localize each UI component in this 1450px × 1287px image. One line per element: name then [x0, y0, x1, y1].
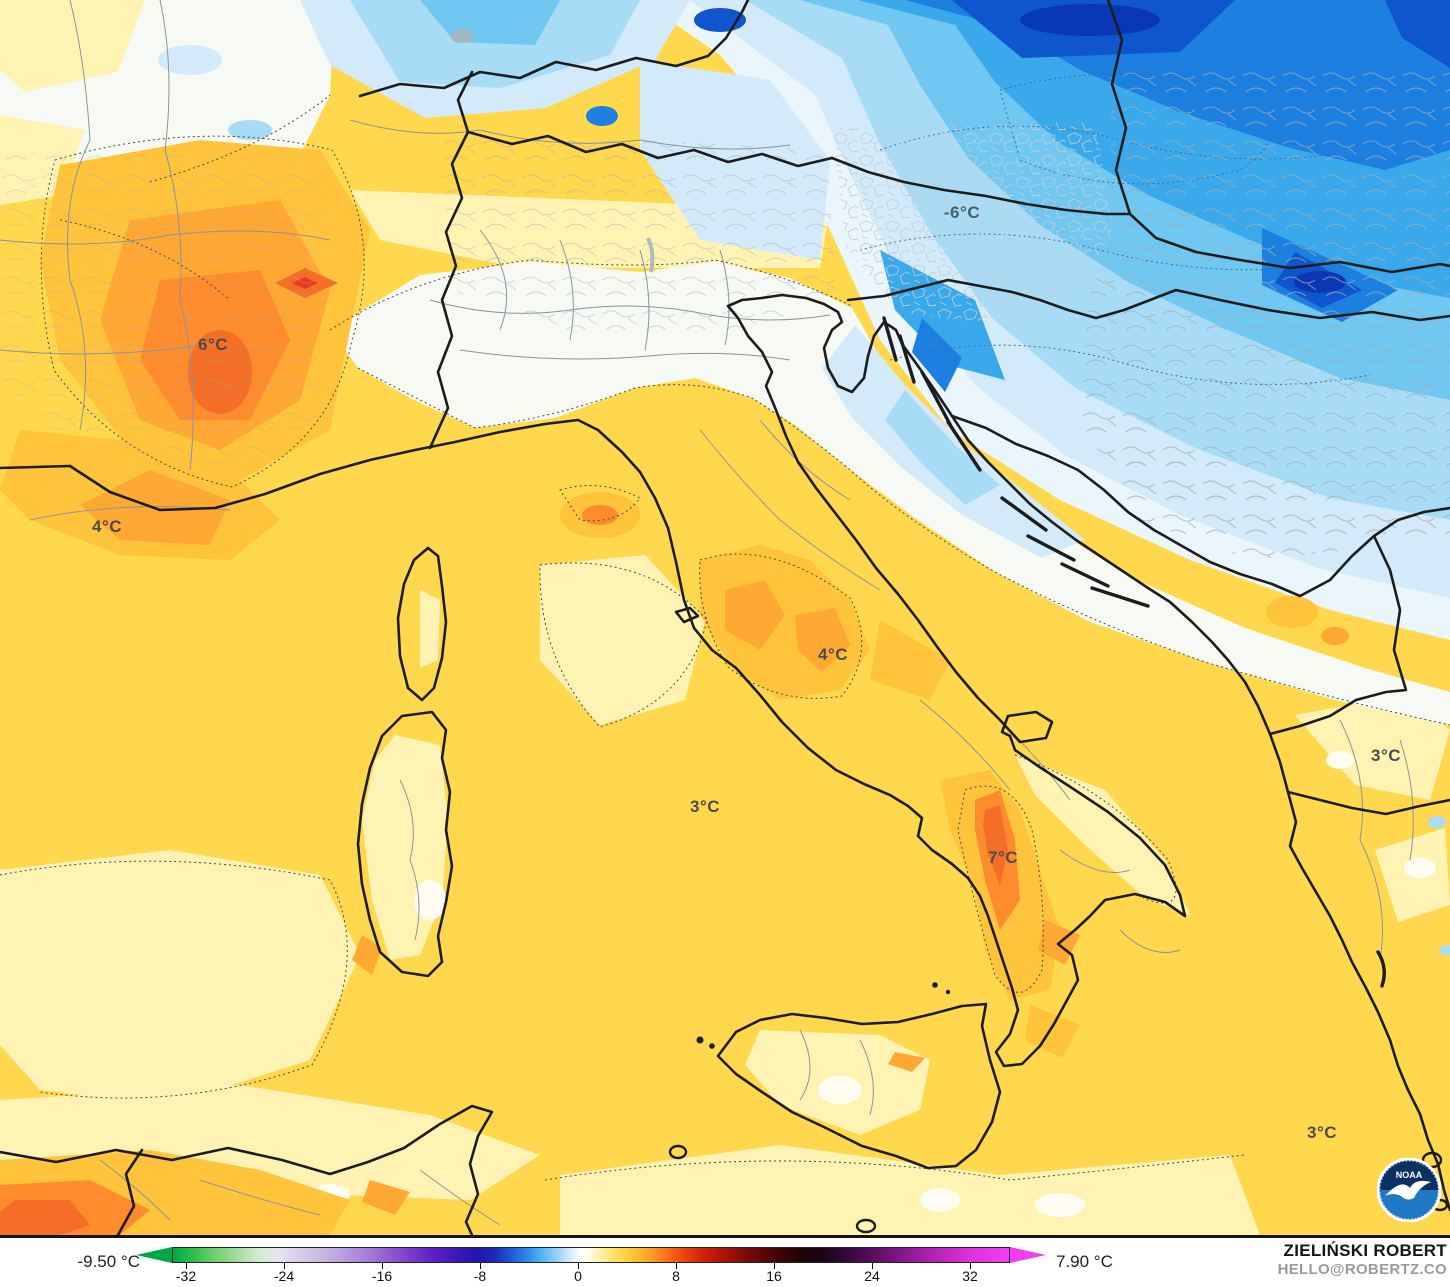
- colorbar-tick-mark: [676, 1263, 677, 1269]
- map-temperature-label: 7°C: [987, 848, 1019, 867]
- colorbar-left-arrow: [136, 1247, 172, 1263]
- noaa-logo-text: NOAA: [1396, 1170, 1423, 1180]
- map-temperature-label: -6°C: [943, 203, 981, 222]
- colorbar-tick-label: 16: [766, 1268, 782, 1284]
- colorbar-tick-mark: [970, 1263, 971, 1269]
- colorbar-footer: -9.50 °C 7.90 °C -32 -24 -16 -8 0 8 16 24 32 ZIE…: [0, 1238, 1450, 1287]
- colorbar-tick-label: -24: [273, 1268, 295, 1284]
- noaa-seagull-icon: [1385, 1180, 1431, 1200]
- colorbar-tick-label: 24: [864, 1268, 880, 1284]
- noaa-logo: NOAA: [1377, 1158, 1441, 1222]
- small-islands: [668, 316, 1449, 1234]
- colorbar-tick-label: 0: [574, 1268, 582, 1284]
- colorbar-tick-label: -32: [175, 1268, 197, 1284]
- map-temperature-label: 3°C: [1370, 746, 1402, 765]
- map-canvas: [0, 0, 1450, 1235]
- colorbar-tick-mark: [186, 1263, 187, 1269]
- colorbar-tick-mark: [578, 1263, 579, 1269]
- map-temperature-label: 3°C: [689, 797, 721, 816]
- colorbar-tick-mark: [284, 1263, 285, 1269]
- map-temperature-label: 6°C: [197, 335, 229, 354]
- map-temperature-label: 4°C: [817, 645, 849, 664]
- colorbar-gradient: [172, 1247, 1010, 1263]
- colorbar-right-arrow: [1010, 1247, 1046, 1263]
- author-name: ZIELIŃSKI ROBERT: [1283, 1241, 1447, 1260]
- map-temperature-label: 3°C: [1306, 1123, 1338, 1142]
- colorbar-tick-mark: [872, 1263, 873, 1269]
- colorbar-tick-mark: [382, 1263, 383, 1269]
- colorbar-tick-label: -16: [371, 1268, 393, 1284]
- admin-borders: [0, 0, 1414, 1226]
- lakes: [450, 29, 655, 273]
- colorbar-tick-mark: [774, 1263, 775, 1269]
- colorbar-max-value: 7.90 °C: [1056, 1252, 1113, 1271]
- coastlines-borders: [0, 0, 1450, 1235]
- temperature-anomaly-map: 6°C -6°C 4°C 4°C 3°C 7°C 3°C 3°C NOAA: [0, 0, 1450, 1238]
- attribution: ZIELIŃSKI ROBERT HELLO@ROBERTZ.CO: [1278, 1240, 1447, 1280]
- map-temperature-label: 4°C: [91, 517, 123, 536]
- colorbar-tick-label: 8: [672, 1268, 680, 1284]
- colorbar-tick-label: 32: [962, 1268, 978, 1284]
- colorbar-tick-label: -8: [473, 1268, 487, 1284]
- author-contact: HELLO@ROBERTZ.CO: [1277, 1261, 1447, 1279]
- colorbar-tick-mark: [480, 1263, 481, 1269]
- colorbar-min-value: -9.50 °C: [77, 1252, 140, 1271]
